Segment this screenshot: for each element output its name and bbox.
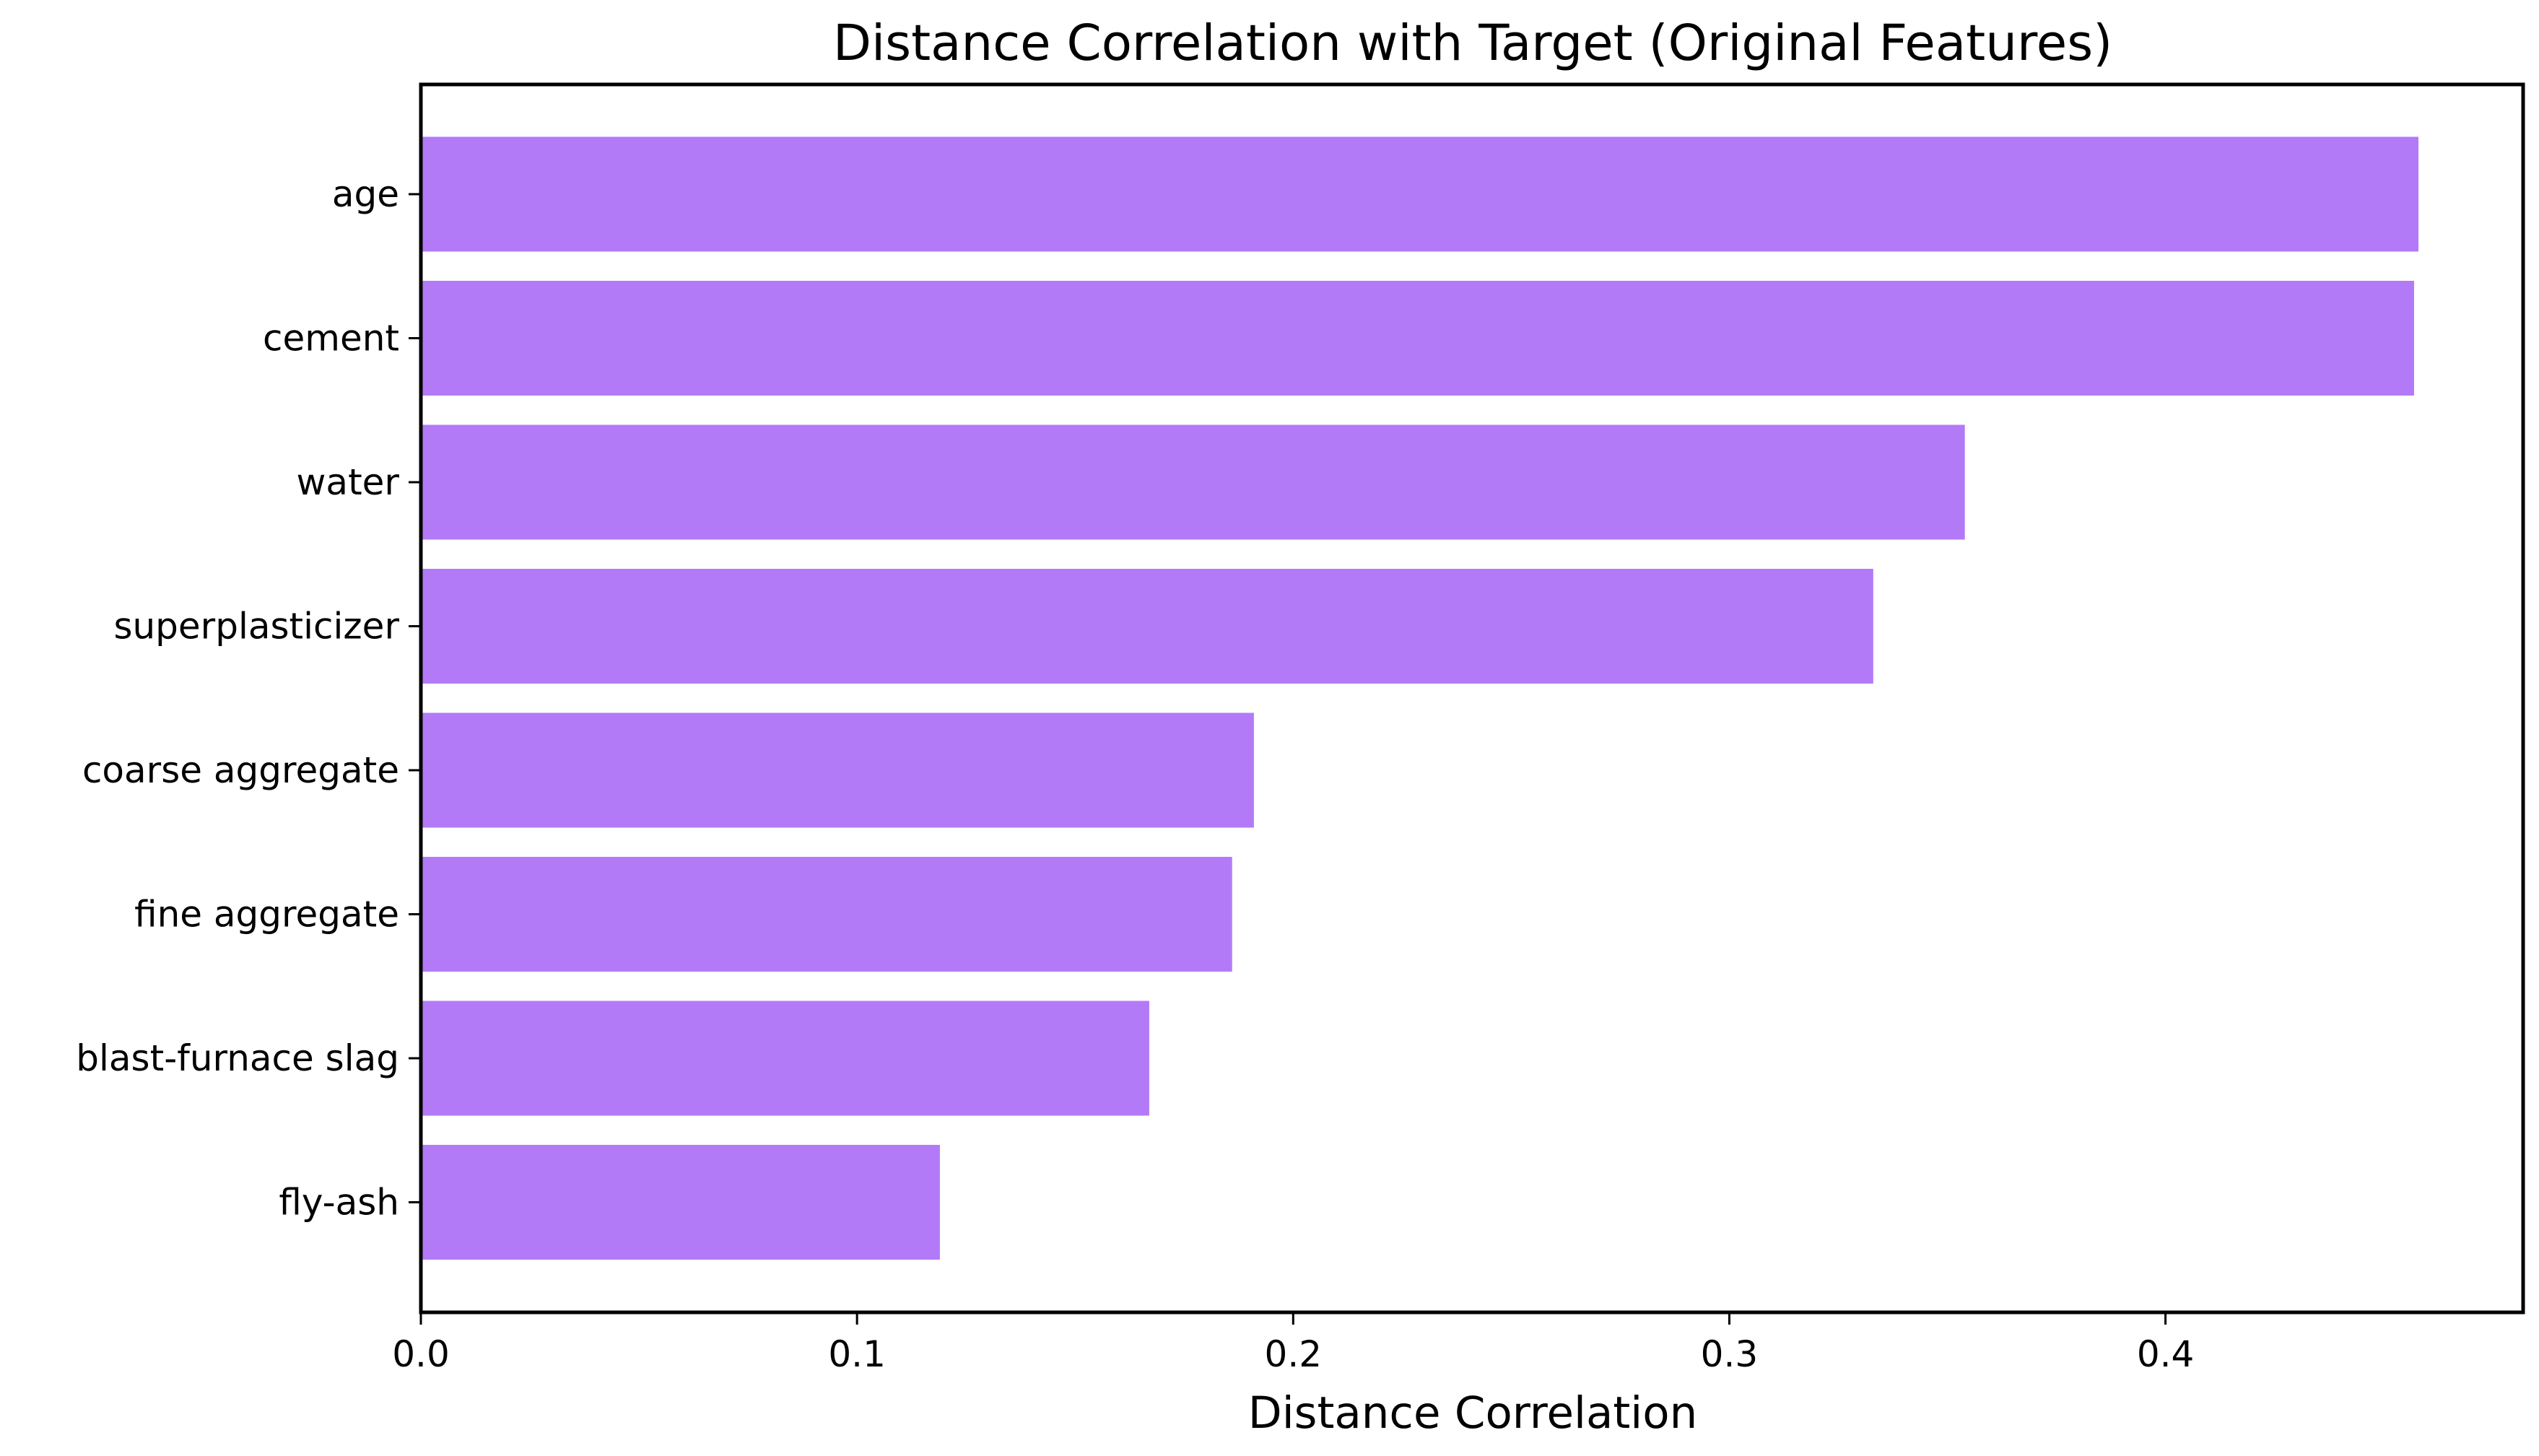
y-tick-label-water: water — [297, 461, 400, 503]
x-axis-ticks: 0.0 0.1 0.2 0.3 0.4 — [392, 1312, 2194, 1375]
bars-layer — [421, 136, 2419, 1260]
bar-cement — [421, 281, 2414, 396]
bar-superplasticizer — [421, 569, 1873, 684]
x-tick-label-1: 0.1 — [828, 1333, 886, 1375]
bar-coarse-aggregate — [421, 712, 1254, 828]
y-tick-label-cement: cement — [263, 318, 399, 359]
bar-water — [421, 424, 1965, 540]
bar-fine-aggregate — [421, 857, 1232, 972]
x-axis-title: Distance Correlation — [1248, 1387, 1697, 1439]
bar-age — [421, 136, 2419, 252]
y-tick-label-superplasticizer: superplasticizer — [113, 606, 399, 648]
x-tick-label-2: 0.2 — [1265, 1333, 1323, 1375]
x-tick-label-0: 0.0 — [392, 1333, 450, 1375]
y-tick-label-coarse-aggregate: coarse aggregate — [82, 749, 399, 791]
x-tick-label-3: 0.3 — [1701, 1333, 1759, 1375]
y-tick-label-age: age — [332, 173, 399, 215]
chart-title: Distance Correlation with Target (Origin… — [833, 14, 2112, 72]
y-tick-label-blast-furnace-slag: blast-furnace slag — [76, 1037, 399, 1079]
bar-blast-furnace-slag — [421, 1001, 1149, 1116]
bar-fly-ash — [421, 1145, 940, 1260]
y-tick-label-fly-ash: fly-ash — [279, 1182, 399, 1224]
plot-frame — [419, 82, 2525, 1315]
x-tick-label-4: 0.4 — [2137, 1333, 2195, 1375]
y-axis-ticks: age cement water superplasticizer coarse agg… — [76, 173, 421, 1224]
y-tick-label-fine-aggregate: fine aggregate — [134, 894, 399, 936]
